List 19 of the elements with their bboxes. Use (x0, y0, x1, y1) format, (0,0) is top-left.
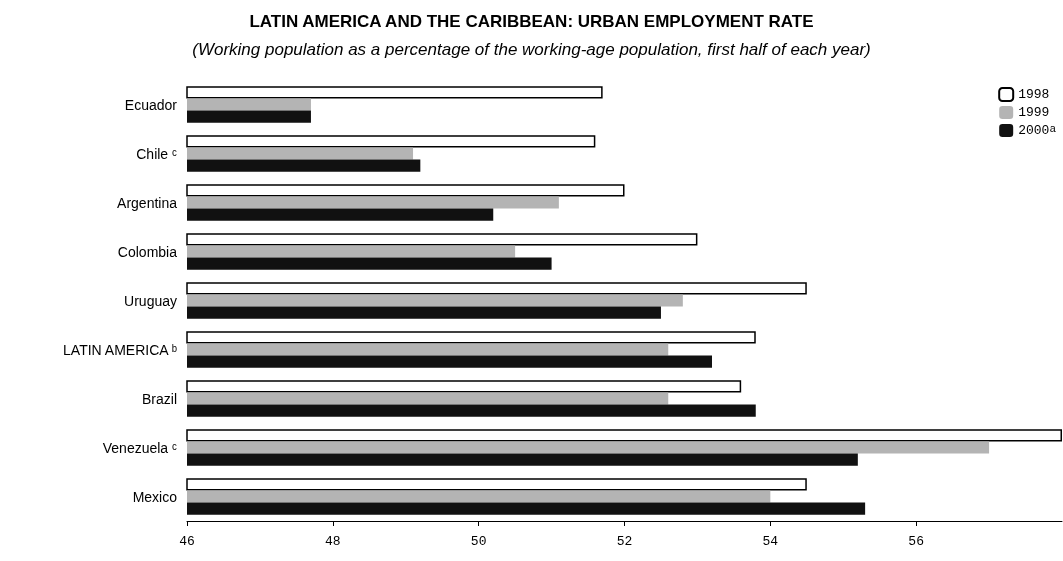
y-tick-label: LATIN AMERICA ᵇ (63, 341, 177, 358)
x-tick-label: 50 (470, 534, 487, 549)
y-tick-label: Uruguay (124, 292, 177, 309)
x-tick-label: 48 (325, 534, 341, 549)
legend-label: 1999 (1018, 105, 1050, 120)
chart-title: LATIN AMERICA AND THE CARIBBEAN: URBAN EMPLOYMENT RATE (249, 12, 814, 31)
y-tick-label: Venezuela ᶜ (102, 439, 178, 456)
x-tick-label: 56 (908, 534, 924, 549)
legend-label: 1998 (1018, 87, 1050, 102)
y-tick-label: Ecuador (124, 96, 178, 113)
y-tick-label: Chile ᶜ (136, 145, 178, 162)
x-tick-label: 46 (179, 534, 195, 549)
x-tick-label: 54 (762, 534, 779, 549)
y-tick-label: Mexico (132, 488, 178, 505)
y-tick-label: Argentina (117, 194, 178, 211)
y-tick-label: Colombia (117, 243, 178, 260)
x-tick-label: 52 (616, 534, 633, 549)
y-tick-label: Brazil (141, 390, 177, 407)
chart-subtitle: (Working population as a percentage of the working-age population, first half of each year) (192, 40, 871, 59)
